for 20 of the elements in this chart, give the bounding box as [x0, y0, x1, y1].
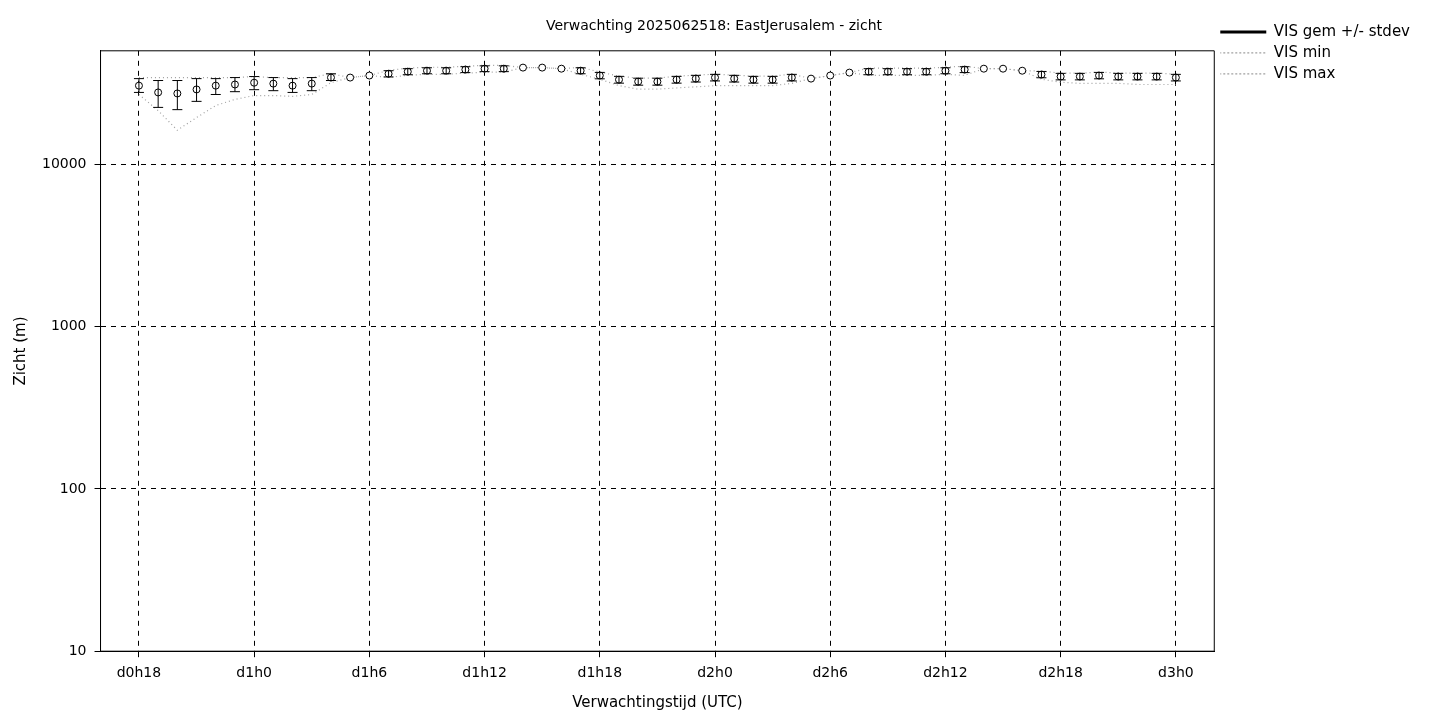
y-axis-title: Zicht (m) — [10, 316, 29, 386]
x-tick-label: d1h6 — [351, 664, 388, 681]
x-tick-label: d2h0 — [697, 664, 733, 681]
x-tick-label: d0h18 — [116, 664, 162, 681]
legend-label: VIS min — [1273, 42, 1332, 61]
x-tick-label: d2h12 — [923, 664, 968, 681]
y-tick-label: 10 — [68, 641, 87, 658]
x-axis-title: Verwachtingstijd (UTC) — [572, 692, 743, 711]
x-tick-label: d1h18 — [577, 664, 623, 681]
x-tick-label: d1h0 — [236, 664, 272, 681]
y-tick-label: 1000 — [50, 317, 87, 334]
x-tick-label: d1h12 — [462, 664, 507, 681]
x-tick-label: d3h0 — [1158, 664, 1194, 681]
legend-label: VIS gem +/- stdev — [1273, 21, 1411, 40]
x-tick-label: d2h6 — [812, 664, 849, 681]
y-tick-label: 100 — [59, 479, 87, 496]
chart-title: Verwachting 2025062518: EastJerusalem - zicht — [545, 17, 883, 34]
legend-label: VIS max — [1273, 63, 1336, 82]
x-tick-label: d2h18 — [1038, 664, 1083, 681]
y-tick-label: 10000 — [41, 154, 87, 171]
